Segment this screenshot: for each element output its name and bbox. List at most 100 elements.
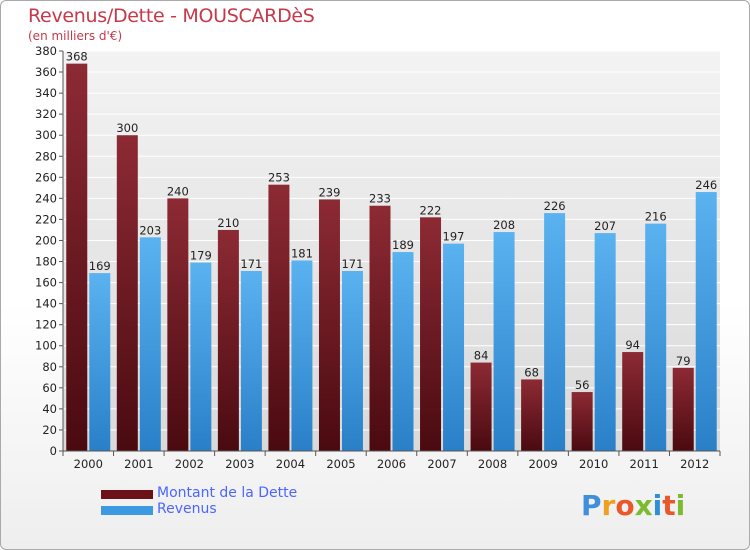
- bar-dette-2012: [672, 367, 694, 451]
- logo-letter: x: [634, 489, 653, 522]
- bar-dette-2000: [66, 63, 88, 451]
- y-tick-label: 380: [35, 44, 57, 58]
- bar-dette-2005: [318, 199, 340, 451]
- bar-dette-2002: [167, 198, 189, 451]
- bar-dette-2004: [268, 184, 290, 451]
- bar-revenus-2001: [139, 237, 161, 451]
- data-label-revenus-2005: 171: [341, 257, 363, 271]
- y-tick-label: 260: [35, 170, 57, 184]
- y-tick-label: 240: [35, 191, 57, 205]
- data-label-revenus-2006: 189: [392, 238, 414, 252]
- bar-revenus-2007: [443, 243, 465, 451]
- bar-revenus-2009: [544, 213, 566, 451]
- bar-dette-2008: [470, 362, 492, 451]
- data-label-revenus-2003: 171: [240, 257, 262, 271]
- data-label-revenus-2012: 246: [695, 178, 717, 192]
- x-tick-label: 2006: [377, 457, 406, 471]
- data-label-dette-2003: 210: [217, 216, 239, 230]
- data-label-dette-2011: 94: [625, 338, 640, 352]
- x-tick-label: 2005: [326, 457, 355, 471]
- x-tick-label: 2001: [124, 457, 153, 471]
- y-tick-label: 20: [42, 423, 57, 437]
- bar-revenus-2003: [240, 271, 262, 451]
- y-tick-label: 280: [35, 149, 57, 163]
- bar-revenus-2012: [695, 192, 717, 452]
- x-tick-label: 2002: [175, 457, 204, 471]
- legend-label-revenus: Revenus: [157, 501, 217, 517]
- logo-letter: i: [652, 489, 663, 522]
- y-tick-label: 0: [50, 444, 57, 458]
- y-tick-label: 320: [35, 107, 57, 121]
- y-tick-label: 40: [42, 402, 57, 416]
- bars: [66, 63, 717, 452]
- data-label-revenus-2007: 197: [443, 230, 465, 244]
- x-tick-label: 2011: [630, 457, 659, 471]
- data-label-revenus-2001: 203: [139, 223, 161, 237]
- bar-dette-2011: [622, 352, 644, 451]
- proxiti-logo: Proxiti: [581, 489, 685, 522]
- data-label-dette-2005: 239: [318, 185, 340, 199]
- x-tick-label: 2003: [225, 457, 254, 471]
- y-tick-label: 60: [42, 381, 57, 395]
- legend-swatch-revenus: [101, 506, 153, 515]
- data-label-revenus-2004: 181: [291, 246, 313, 260]
- logo-letter: o: [615, 489, 635, 522]
- x-tick-label: 2008: [478, 457, 507, 471]
- bar-dette-2003: [217, 229, 239, 451]
- bar-revenus-2011: [645, 223, 667, 451]
- data-label-dette-2007: 222: [420, 203, 442, 217]
- data-label-revenus-2009: 226: [544, 199, 566, 213]
- bar-revenus-2004: [291, 260, 313, 451]
- bar-dette-2007: [420, 217, 442, 451]
- data-label-dette-2009: 68: [524, 365, 539, 379]
- x-tick-label: 2000: [74, 457, 103, 471]
- bar-revenus-2006: [392, 252, 414, 451]
- data-label-revenus-2011: 216: [645, 210, 667, 224]
- data-labels: 368 169 300 203 240 179 210 171 253 181 239 171 233 1…: [66, 50, 717, 392]
- logo-letter: t: [662, 489, 676, 522]
- legend-swatch-dette: [101, 490, 153, 499]
- bar-revenus-2000: [89, 273, 111, 451]
- y-tick-label: 180: [35, 255, 57, 269]
- y-tick-label: 360: [35, 65, 57, 79]
- y-tick-label: 160: [35, 276, 57, 290]
- chart-subtitle: (en milliers d'€): [28, 29, 123, 43]
- data-label-dette-2002: 240: [167, 184, 189, 198]
- bar-dette-2006: [369, 205, 391, 451]
- y-tick-label: 300: [35, 128, 57, 142]
- x-tick-label: 2009: [528, 457, 557, 471]
- bar-dette-2009: [521, 379, 543, 451]
- data-label-dette-2001: 300: [116, 121, 138, 135]
- x-axis: 2000 2001 2002 2003 2004 2005 2006 2007 2008 2009…: [62, 450, 721, 471]
- data-label-revenus-2010: 207: [594, 219, 616, 233]
- data-label-dette-2008: 84: [474, 349, 489, 363]
- y-tick-label: 200: [35, 233, 57, 247]
- y-tick-label: 220: [35, 212, 57, 226]
- x-tick-label: 2007: [427, 457, 456, 471]
- y-axis: 0 20 40 60 80 100 120 140 160 180 200 220 240 260 280 3…: [35, 44, 64, 458]
- data-label-dette-2012: 79: [676, 354, 691, 368]
- bar-revenus-2008: [493, 232, 515, 451]
- data-label-dette-2004: 253: [268, 171, 290, 185]
- bar-dette-2001: [116, 135, 138, 452]
- bar-revenus-2002: [190, 262, 212, 451]
- y-tick-label: 140: [35, 297, 57, 311]
- x-tick-label: 2010: [579, 457, 608, 471]
- x-tick-label: 2012: [680, 457, 709, 471]
- data-label-revenus-2002: 179: [190, 249, 212, 263]
- data-label-dette-2000: 368: [66, 50, 88, 64]
- bar-dette-2010: [571, 392, 593, 451]
- legend-label-dette: Montant de la Dette: [157, 485, 298, 501]
- y-tick-label: 340: [35, 86, 57, 100]
- bar-revenus-2010: [594, 233, 616, 451]
- bar-chart: 0 20 40 60 80 100 120 140 160 180 200 220 240 260 280 3…: [35, 44, 721, 471]
- chart-title: Revenus/Dette - MOUSCARDèS: [28, 5, 315, 27]
- bar-revenus-2005: [341, 271, 363, 451]
- data-label-dette-2010: 56: [575, 378, 590, 392]
- y-tick-label: 80: [42, 360, 57, 374]
- y-tick-label: 120: [35, 318, 57, 332]
- logo-letter: P: [581, 489, 602, 522]
- data-label-revenus-2000: 169: [89, 259, 111, 273]
- data-label-revenus-2008: 208: [493, 218, 515, 232]
